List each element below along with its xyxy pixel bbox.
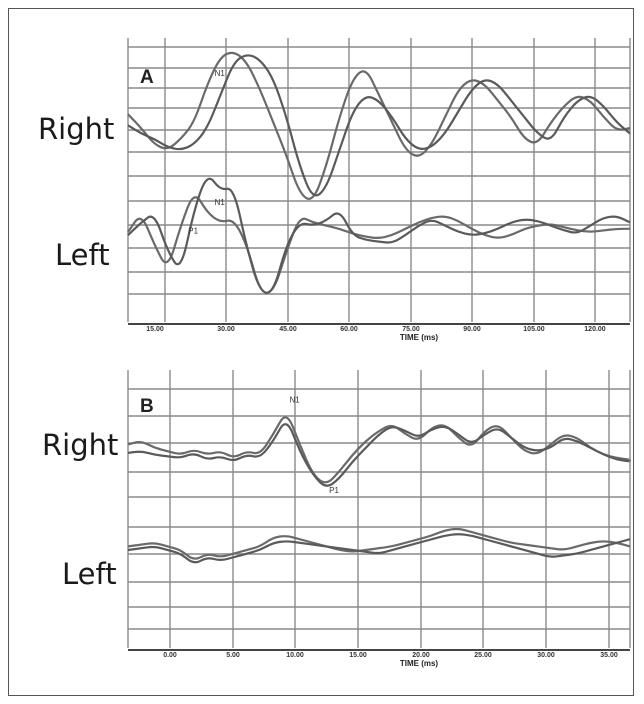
x-tick-label: 0.00 xyxy=(163,652,177,659)
x-tick-label: 90.00 xyxy=(463,326,481,333)
x-tick-label: 60.00 xyxy=(340,326,358,333)
x-tick-label: 25.00 xyxy=(474,652,492,659)
trace-label-right: Right xyxy=(38,112,114,146)
waveform-line xyxy=(127,196,630,294)
waveform-line xyxy=(127,416,632,484)
panel-a xyxy=(127,38,631,325)
trace-label-left: Left xyxy=(55,238,110,272)
waveform-line xyxy=(127,527,631,560)
waveform-line xyxy=(127,177,631,294)
x-tick-label: 35.00 xyxy=(600,652,618,659)
trace-label-right: Right xyxy=(42,428,118,462)
waveform-line xyxy=(127,423,632,487)
waveform-line xyxy=(127,51,631,200)
waveform-line xyxy=(127,533,631,564)
x-axis-title: TIME (ms) xyxy=(400,333,439,342)
x-tick-label: 20.00 xyxy=(412,652,430,659)
peak-label-p1: P1 xyxy=(329,486,339,495)
x-tick-label: 75.00 xyxy=(402,326,420,333)
x-axis-title: TIME (ms) xyxy=(400,659,439,668)
x-tick-label: 45.00 xyxy=(279,326,297,333)
x-tick-label: 10.00 xyxy=(286,652,304,659)
peak-label-n1: N1 xyxy=(215,198,226,207)
x-tick-label: 30.00 xyxy=(537,652,555,659)
x-tick-label: 120.00 xyxy=(584,326,606,333)
peak-label-p1: P1 xyxy=(188,227,198,236)
trace-label-left: Left xyxy=(62,557,117,591)
x-tick-label: 5.00 xyxy=(226,652,240,659)
panel-letter: A xyxy=(140,67,154,88)
peak-label-n1: N1 xyxy=(215,69,226,78)
x-tick-label: 105.00 xyxy=(523,326,545,333)
x-tick-label: 30.00 xyxy=(217,326,235,333)
peak-label-n1: N1 xyxy=(290,395,301,404)
x-tick-label: 15.00 xyxy=(146,326,164,333)
waveform-line xyxy=(127,54,631,197)
x-tick-label: 15.00 xyxy=(349,652,367,659)
panel-b xyxy=(127,370,632,651)
panel-letter: B xyxy=(140,396,154,417)
